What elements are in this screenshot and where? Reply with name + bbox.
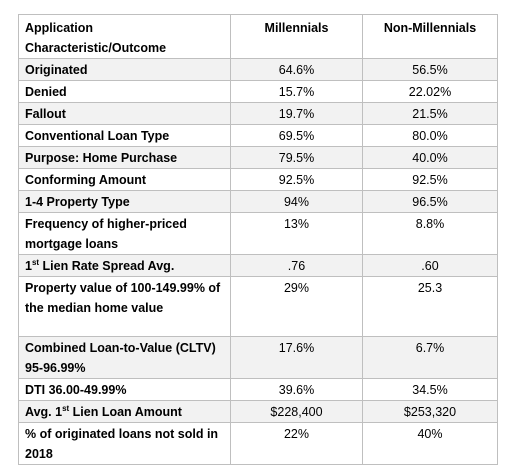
header-row: Application Characteristic/Outcome Mille…	[18, 14, 498, 59]
value-cell: 56.5%	[362, 58, 498, 81]
value-cell: 64.6%	[230, 58, 363, 81]
superscript: st	[62, 403, 70, 413]
value-cell: 25.3	[362, 276, 498, 337]
value-cell: 92.5%	[362, 168, 498, 191]
header-cell: Non-Millennials	[362, 14, 498, 59]
value-cell: 79.5%	[230, 146, 363, 169]
page: Application Characteristic/Outcome Mille…	[18, 14, 498, 465]
value-cell: 13%	[230, 212, 363, 255]
row-label: DTI 36.00-49.99%	[18, 378, 231, 401]
table-row: Combined Loan-to-Value (CLTV) 95-96.99% 1…	[18, 336, 498, 379]
text-part: 1	[25, 259, 32, 273]
row-label: 1-4 Property Type	[18, 190, 231, 213]
row-label: Property value of 100-149.99% of the med…	[18, 276, 231, 337]
table-row: DTI 36.00-49.99% 39.6% 34.5%	[18, 378, 498, 401]
value-cell: 80.0%	[362, 124, 498, 147]
table-row: Originated 64.6% 56.5%	[18, 58, 498, 81]
superscript: st	[31, 257, 40, 267]
value-cell: 15.7%	[230, 80, 363, 103]
table-row: Conventional Loan Type 69.5% 80.0%	[18, 124, 498, 147]
table-row: Denied 15.7% 22.02%	[18, 80, 498, 103]
table-row: Conforming Amount 92.5% 92.5%	[18, 168, 498, 191]
row-label: Purpose: Home Purchase	[18, 146, 231, 169]
table-row: Frequency of higher-priced mortgage loan…	[18, 212, 498, 255]
header-cell: Application Characteristic/Outcome	[18, 14, 231, 59]
value-cell: .76	[230, 254, 363, 277]
value-cell: 6.7%	[362, 336, 498, 379]
row-label: Originated	[18, 58, 231, 81]
value-cell: 29%	[230, 276, 363, 337]
table-body: Originated 64.6% 56.5% Denied 15.7% 22.02% Fal…	[18, 58, 498, 465]
value-cell: 40.0%	[362, 146, 498, 169]
value-cell: 22.02%	[362, 80, 498, 103]
table-row: Fallout 19.7% 21.5%	[18, 102, 498, 125]
value-cell: 17.6%	[230, 336, 363, 379]
table-row: % of originated loans not sold in 2018 22…	[18, 422, 498, 465]
value-cell: 34.5%	[362, 378, 498, 401]
value-cell: $253,320	[362, 400, 498, 423]
value-cell: .60	[362, 254, 498, 277]
text-part: Lien Rate Spread Avg.	[39, 259, 175, 273]
text-part: Avg. 1	[25, 405, 63, 419]
value-cell: 21.5%	[362, 102, 498, 125]
row-label: Conventional Loan Type	[18, 124, 231, 147]
value-cell: 39.6%	[230, 378, 363, 401]
text-part: Lien Loan Amount	[69, 405, 182, 419]
value-cell: 96.5%	[362, 190, 498, 213]
value-cell: $228,400	[230, 400, 363, 423]
table-row: Purpose: Home Purchase 79.5% 40.0%	[18, 146, 498, 169]
value-cell: 22%	[230, 422, 363, 465]
row-label: Denied	[18, 80, 231, 103]
value-cell: 92.5%	[230, 168, 363, 191]
row-label: 1st Lien Rate Spread Avg.	[18, 254, 231, 277]
value-cell: 19.7%	[230, 102, 363, 125]
row-label: Conforming Amount	[18, 168, 231, 191]
table-row: Property value of 100-149.99% of the med…	[18, 276, 498, 337]
row-label: Fallout	[18, 102, 231, 125]
header-cell: Millennials	[230, 14, 363, 59]
table-row: Avg. 1st Lien Loan Amount $228,400 $253,32…	[18, 400, 498, 423]
data-table: Application Characteristic/Outcome Mille…	[18, 14, 498, 465]
table-row: 1-4 Property Type 94% 96.5%	[18, 190, 498, 213]
row-label: % of originated loans not sold in 2018	[18, 422, 231, 465]
row-label: Frequency of higher-priced mortgage loan…	[18, 212, 231, 255]
value-cell: 69.5%	[230, 124, 363, 147]
table-header: Application Characteristic/Outcome Mille…	[18, 14, 498, 59]
value-cell: 8.8%	[362, 212, 498, 255]
row-label: Avg. 1st Lien Loan Amount	[18, 400, 231, 423]
value-cell: 94%	[230, 190, 363, 213]
table-row: 1st Lien Rate Spread Avg. .76.60	[18, 254, 498, 277]
value-cell: 40%	[362, 422, 498, 465]
row-label: Combined Loan-to-Value (CLTV) 95-96.99%	[18, 336, 231, 379]
